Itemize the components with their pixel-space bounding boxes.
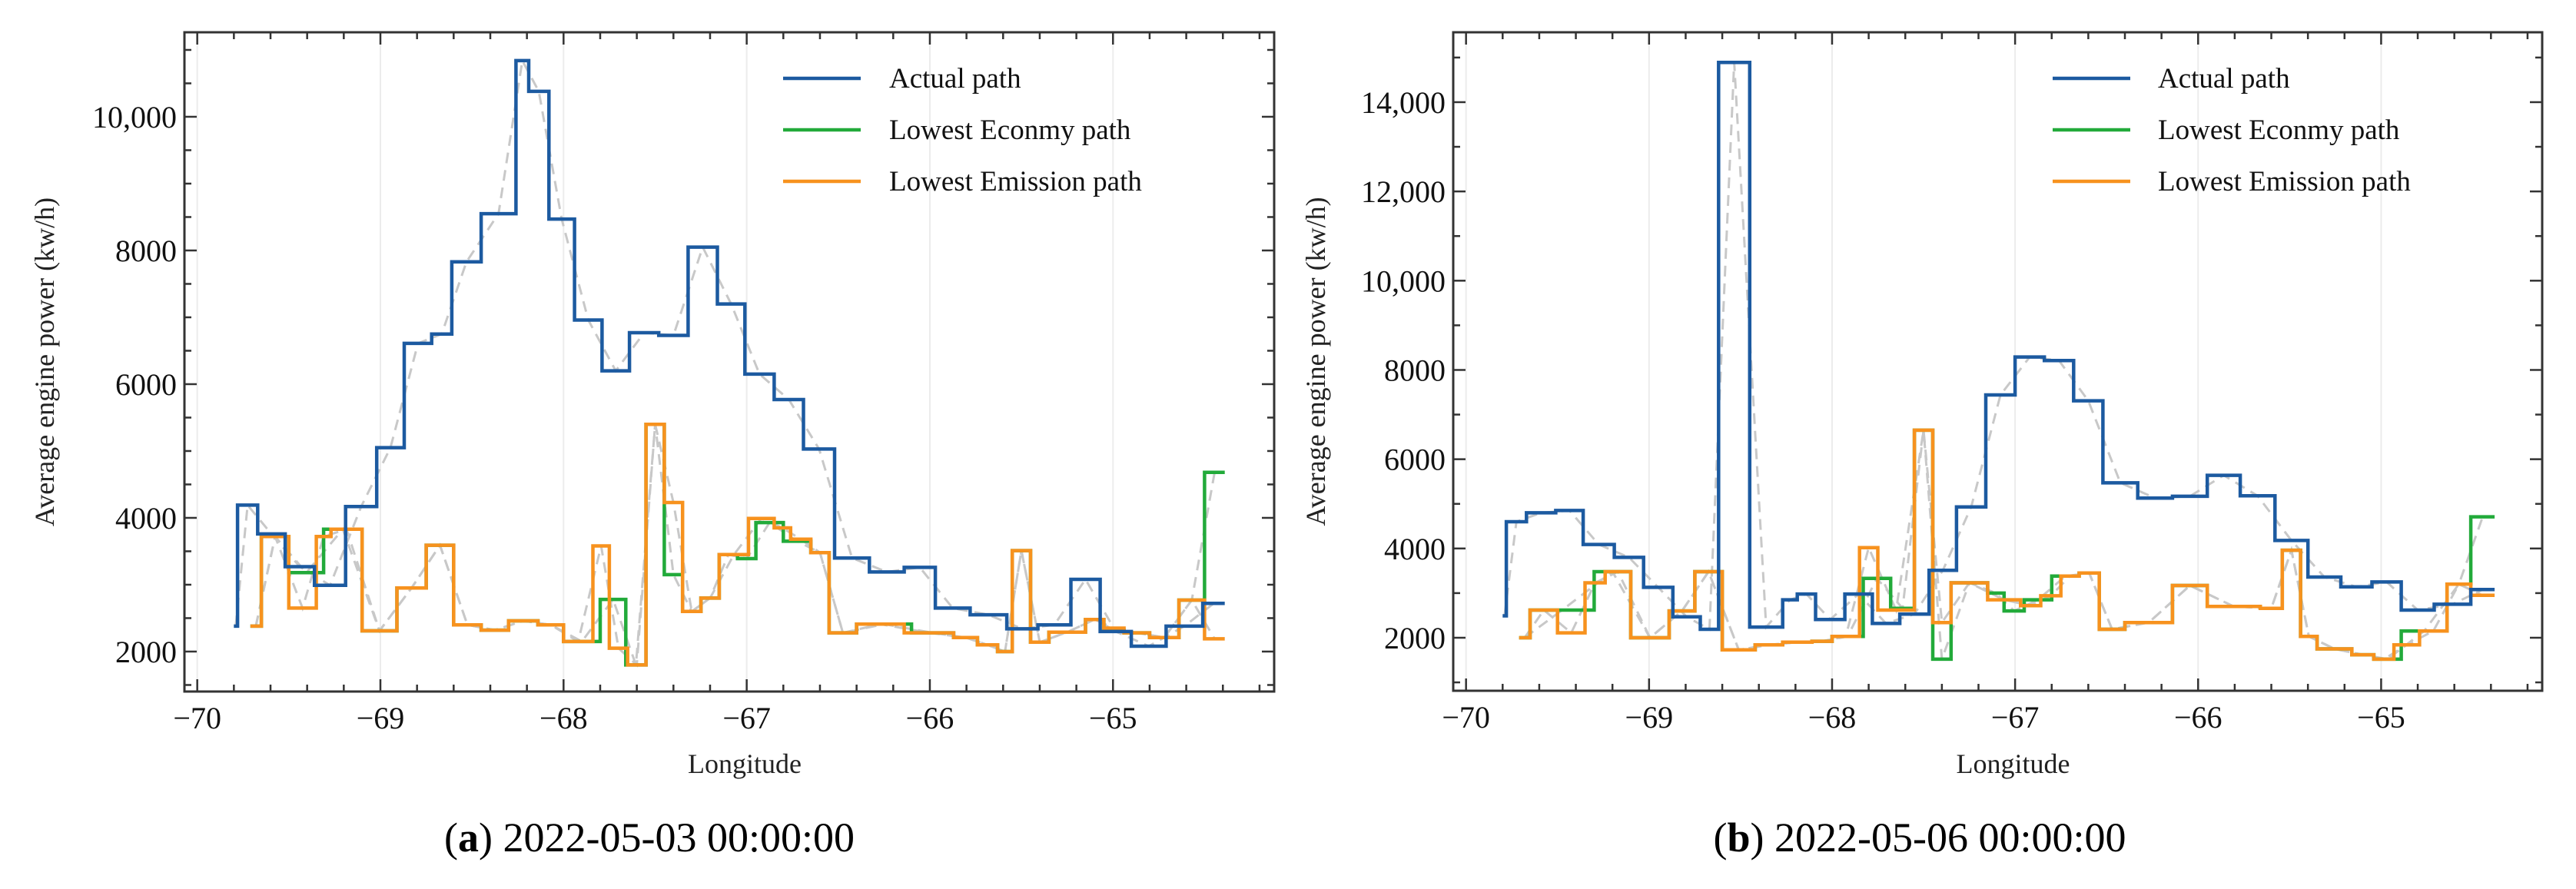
smoothed-line-actual (234, 57, 1215, 648)
chart-panel-b: −70 −69 −68 −67 −66 −65 2000 4000 6000 8000 10,000… (1300, 31, 2544, 861)
x-tick-label: −69 (357, 701, 405, 735)
y-tick-label: 2000 (1384, 621, 1446, 655)
caption-paren-close: ) (1751, 814, 1774, 861)
x-tick-label: −66 (2174, 700, 2222, 735)
panel-caption: (a) 2022-05-03 00:00:00 (444, 814, 855, 861)
legend-label-actual: Actual path (889, 63, 1021, 95)
caption-paren-open: ( (444, 814, 458, 861)
legend-label-economy: Lowest Econmy path (2158, 114, 2400, 146)
y-tick-label: 4000 (1384, 532, 1446, 566)
legend-label-emission: Lowest Emission path (2158, 166, 2411, 197)
x-axis-label: Longitude (688, 748, 802, 779)
x-tick-label: −70 (173, 701, 221, 735)
chart-panel-a: −70 −69 −68 −67 −66 −65 2000 4000 6000 8000 10,000… (29, 31, 1276, 861)
y-tick-label: 12,000 (1361, 174, 1446, 209)
y-axis-label: Average engine power (kw/h) (1300, 197, 1331, 526)
y-tick-label: 2000 (115, 635, 177, 669)
y-tick-label: 6000 (115, 367, 177, 402)
smoothed-line-economy (254, 424, 1216, 665)
x-tick-label: −70 (1442, 700, 1490, 735)
x-axis-label: Longitude (1957, 748, 2070, 779)
axes-frame (183, 31, 1276, 693)
series-line-actual (234, 58, 1225, 649)
plot-area (234, 57, 1225, 668)
x-tick-label: −69 (1625, 700, 1674, 735)
caption-text: 2022-05-03 00:00:00 (503, 814, 854, 861)
y-tick-label: 10,000 (1361, 264, 1446, 298)
panel-caption: (b) 2022-05-06 00:00:00 (1714, 814, 2126, 861)
x-tick-label: −68 (539, 701, 588, 735)
x-tick-label: −67 (1991, 700, 2040, 735)
legend: Actual path Lowest Econmy path Lowest Emis… (2053, 63, 2411, 197)
x-tick-label: −68 (1808, 700, 1857, 735)
x-tick-label: −67 (722, 701, 771, 735)
caption-text: 2022-05-06 00:00:00 (1774, 814, 2126, 861)
series-line-emission (1519, 428, 2495, 662)
y-tick-label: 8000 (115, 234, 177, 268)
smoothed-line-actual (1503, 62, 2484, 632)
y-tick-label: 6000 (1384, 443, 1446, 477)
smoothed-line-emission (254, 423, 1216, 668)
caption-paren-close: ) (479, 814, 503, 861)
series-line-emission (250, 422, 1225, 667)
x-tick-label: −65 (2357, 700, 2405, 735)
y-tick-label: 10,000 (92, 100, 177, 134)
plot-area (1502, 61, 2495, 662)
legend-label-actual: Actual path (2158, 63, 2290, 95)
y-axis-label: Average engine power (kw/h) (29, 197, 60, 526)
legend-label-emission: Lowest Emission path (889, 166, 1142, 197)
caption-label: b (1727, 814, 1750, 861)
series-line-actual (1502, 61, 2495, 632)
caption-label: a (458, 814, 479, 861)
x-tick-label: −65 (1089, 701, 1137, 735)
y-tick-label: 8000 (1384, 353, 1446, 387)
x-tick-label: −66 (906, 701, 954, 735)
y-tick-label: 4000 (115, 501, 177, 536)
axes-frame (1452, 31, 2544, 692)
legend: Actual path Lowest Econmy path Lowest Emis… (783, 63, 1142, 197)
caption-paren-open: ( (1714, 814, 1728, 861)
y-tick-label: 14,000 (1361, 85, 1446, 120)
legend-label-economy: Lowest Econmy path (889, 114, 1131, 146)
series-line-economy (1519, 428, 2495, 662)
